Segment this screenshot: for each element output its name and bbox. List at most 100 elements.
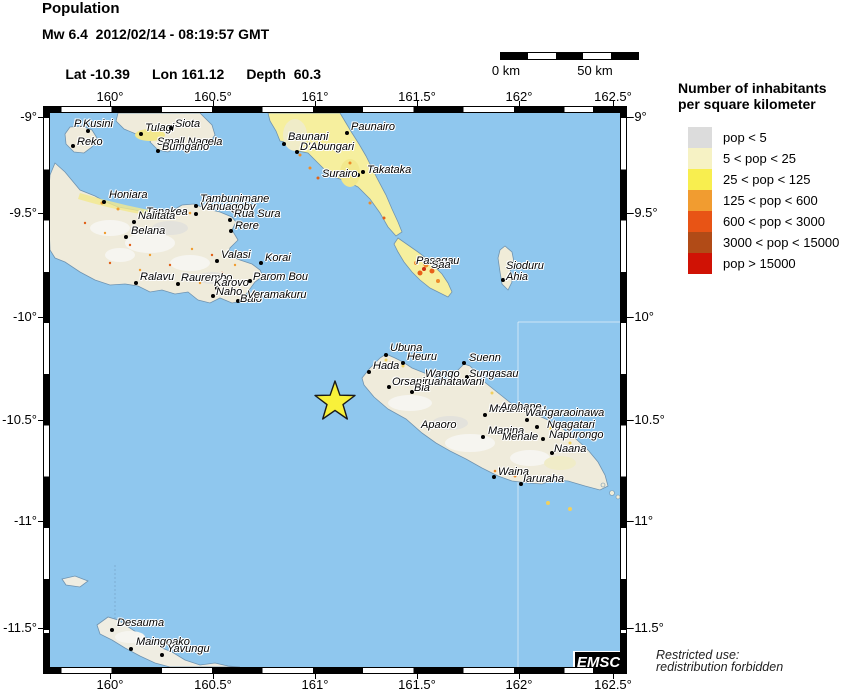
legend-class-row: 5 < pop < 25: [688, 148, 839, 169]
village-label: Ralavu: [140, 271, 175, 283]
village-dot: [384, 353, 388, 357]
village-dot: [259, 261, 263, 265]
event-latitude: Lat -10.39: [65, 66, 130, 82]
axis-tick: [519, 101, 520, 106]
village-dot: [169, 126, 173, 130]
legend-swatch: [688, 127, 712, 148]
axis-label-lon-bottom: 161°: [301, 677, 329, 691]
village-label: Parom Bou: [253, 271, 309, 283]
village-label: Surairo: [322, 168, 358, 180]
axis-label-lon-top: 161°: [301, 89, 329, 104]
village-label: Vanuagoby: [200, 201, 256, 213]
axis-label-lat-right: -10°: [630, 309, 654, 324]
village-dot: [410, 390, 414, 394]
axis-tick: [519, 674, 520, 679]
axis-tick: [627, 117, 632, 118]
village-dot: [501, 278, 505, 282]
village-dot: [367, 370, 371, 374]
map-frame-left: [43, 106, 50, 674]
village-label: Waina: [498, 466, 529, 478]
village-label: Menale: [502, 431, 539, 443]
village-dot: [194, 204, 198, 208]
axis-label-lon-bottom: 162°: [505, 677, 533, 691]
axis-label-lat-right: -11°: [630, 513, 654, 528]
village-dot: [134, 281, 138, 285]
scale-bar-ruler: [500, 52, 639, 60]
village-dot: [550, 451, 554, 455]
epicenter-star-icon: [314, 380, 356, 420]
axis-label-lon-top: 162°: [505, 89, 533, 104]
axis-tick: [315, 101, 316, 106]
axis-tick: [613, 674, 614, 679]
village-dot: [139, 132, 143, 136]
village-label: Baunani: [288, 131, 329, 143]
village-dot: [132, 220, 136, 224]
village-dot: [401, 361, 405, 365]
village-dot: [236, 299, 240, 303]
axis-label-lat-right: -10.5°: [630, 412, 665, 427]
legend-class-label: 125 < pop < 600: [723, 193, 818, 208]
restricted-line2: redistribution forbidden: [656, 660, 784, 674]
axis-tick: [627, 521, 632, 522]
axis-tick: [110, 674, 111, 679]
axis-label-lat-left: -10°: [13, 309, 37, 324]
village-label: Rere: [235, 220, 259, 232]
village-label: Sungasau: [469, 368, 519, 380]
village-label: Suenn: [469, 352, 501, 364]
axis-tick: [38, 628, 43, 629]
event-coordinates: Lat -10.39 Lon 161.12 Depth 60.3: [42, 50, 343, 98]
village-label: Paunairo: [351, 121, 396, 133]
legend-class-row: 3000 < pop < 15000: [688, 232, 839, 253]
village-label: Napurongo: [549, 429, 604, 441]
axis-tick: [417, 101, 418, 106]
village-dot: [519, 482, 523, 486]
village-dot: [535, 425, 539, 429]
village-dot: [229, 229, 233, 233]
village-dot: [228, 218, 232, 222]
axis-tick: [38, 521, 43, 522]
village-label: Balo: [240, 293, 263, 305]
village-label: Tambunimane: [200, 193, 270, 205]
axis-tick: [613, 101, 614, 106]
village-dot: [525, 418, 529, 422]
village-dot: [71, 144, 75, 148]
village-label: D'Abungari: [300, 141, 355, 153]
legend-class-row: 600 < pop < 3000: [688, 211, 839, 232]
village-label: Naana: [554, 443, 587, 455]
village-dot: [124, 235, 128, 239]
axis-tick: [315, 674, 316, 679]
makira-islet: [609, 490, 615, 496]
legend-class-label: 25 < pop < 125: [723, 172, 811, 187]
village-label: Manina: [488, 425, 525, 437]
axis-tick: [38, 213, 43, 214]
islands-layer: [50, 113, 620, 667]
axis-tick: [627, 628, 632, 629]
legend-swatch: [688, 148, 712, 169]
axis-label-lat-left: -9°: [20, 109, 37, 124]
village-label: Heuru: [407, 351, 437, 363]
axis-label-lon-bottom: 162.5°: [594, 677, 632, 691]
village-dot: [345, 131, 349, 135]
legend-class-label: 5 < pop < 25: [723, 151, 797, 166]
village-dot: [462, 361, 466, 365]
village-dot: [102, 200, 106, 204]
village-label: Siota: [175, 118, 201, 130]
village-label: Small Nagela: [157, 136, 223, 148]
legend-title: Number of inhabitants per square kilomet…: [678, 80, 827, 112]
village-label: Pasagau: [416, 255, 460, 267]
axis-label-lon-top: 162.5°: [594, 89, 632, 104]
village-dot: [110, 628, 114, 632]
axis-tick: [627, 420, 632, 421]
village-dot: [387, 385, 391, 389]
axis-tick: [110, 101, 111, 106]
village-label: Saa: [431, 259, 451, 271]
axis-label-lon-bottom: 160.5°: [194, 677, 232, 691]
village-label: Wangaraoinawa: [525, 407, 605, 419]
axis-tick: [38, 117, 43, 118]
village-dot: [211, 294, 215, 298]
legend-title-line1: Number of inhabitants: [678, 80, 827, 96]
village-dot: [361, 170, 365, 174]
legend-class-row: pop < 5: [688, 127, 839, 148]
village-label: Tenakea: [146, 206, 188, 218]
axis-label-lat-left: -11.5°: [3, 620, 37, 635]
